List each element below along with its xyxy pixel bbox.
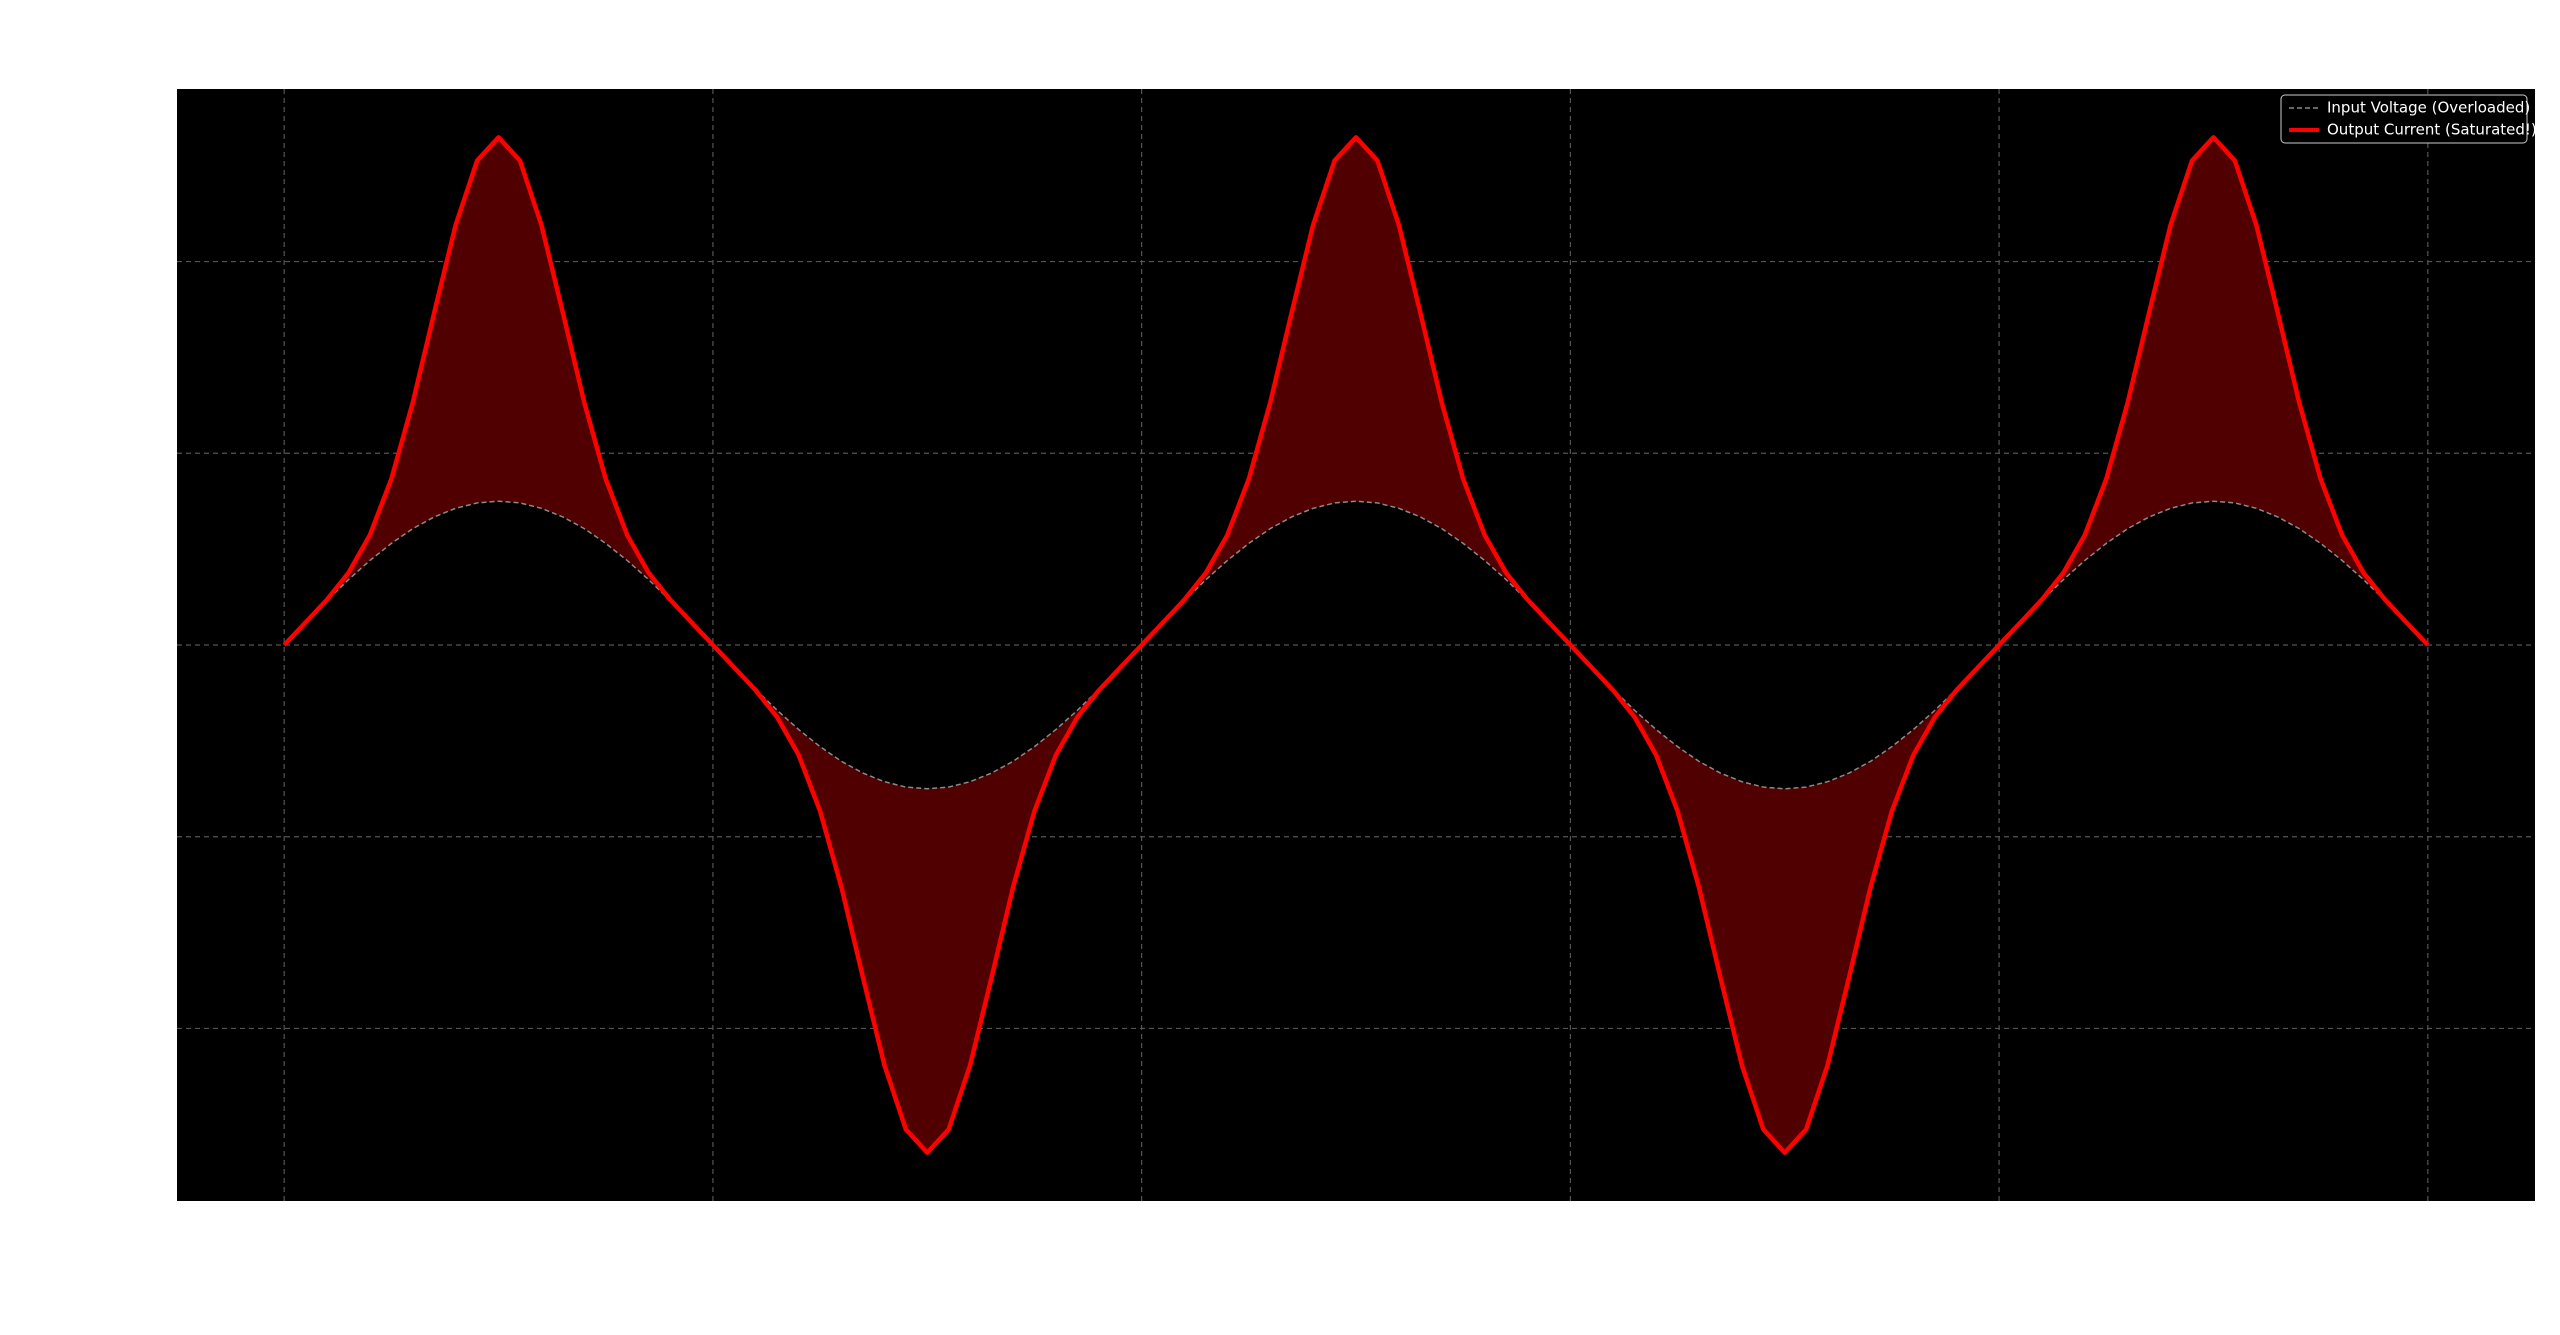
line — [283, 500, 2429, 790]
line — [282, 135, 2430, 1155]
fill-between — [284, 137, 2428, 1153]
legend-box — [2280, 94, 2528, 144]
legend-label: Output Current (Saturated!) — [2327, 121, 2537, 139]
legend-label: Input Voltage (Overloaded) — [2327, 99, 2530, 117]
